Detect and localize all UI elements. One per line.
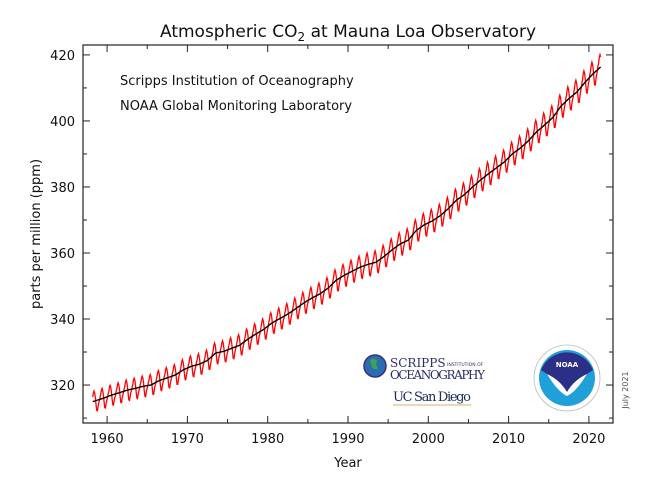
- y-tick-label: 340: [50, 313, 75, 328]
- y-tick-label: 400: [50, 115, 75, 130]
- x-tick-label: 1990: [331, 432, 364, 447]
- scripps-ocean: OCEANOGRAPHY: [390, 368, 486, 382]
- scripps-name: SCRIPPS: [390, 356, 446, 370]
- trend-co2-line: [92, 66, 602, 403]
- monthly-co2-line: [92, 52, 602, 412]
- annotation-noaa: NOAA Global Monitoring Laboratory: [120, 99, 352, 114]
- y-tick-label: 320: [50, 379, 75, 394]
- scripps-logo: SCRIPPS INSTITUTION OF OCEANOGRAPHY UC S…: [363, 354, 486, 406]
- scripps-small: INSTITUTION OF: [447, 362, 484, 368]
- x-tick-label: 2000: [412, 432, 445, 447]
- y-tick-label: 380: [50, 181, 75, 196]
- y-tick-label: 360: [50, 247, 75, 262]
- x-tick-label: 2010: [492, 432, 525, 447]
- x-tick-label: 1980: [251, 432, 284, 447]
- y-axis-label: parts per million (ppm): [29, 159, 44, 309]
- title-subscript: 2: [298, 30, 306, 44]
- x-tick-label: 2020: [572, 432, 605, 447]
- x-tick-label: 1960: [91, 432, 124, 447]
- x-axis-label: Year: [333, 456, 362, 471]
- ucsd-logo-text: UC San Diego: [393, 390, 471, 405]
- noaa-text: NOAA: [556, 361, 579, 369]
- logos: SCRIPPS INSTITUTION OF OCEANOGRAPHY UC S…: [360, 344, 601, 417]
- y-tick-label: 420: [50, 49, 75, 64]
- x-tick-label: 1970: [171, 432, 204, 447]
- annotation-scripps: Scripps Institution of Oceanography: [120, 74, 354, 89]
- chart-title: Atmospheric CO2 at Mauna Loa Observatory: [160, 22, 536, 44]
- date-note: July 2021: [621, 371, 630, 409]
- noaa-logo: NOAA: [533, 344, 601, 412]
